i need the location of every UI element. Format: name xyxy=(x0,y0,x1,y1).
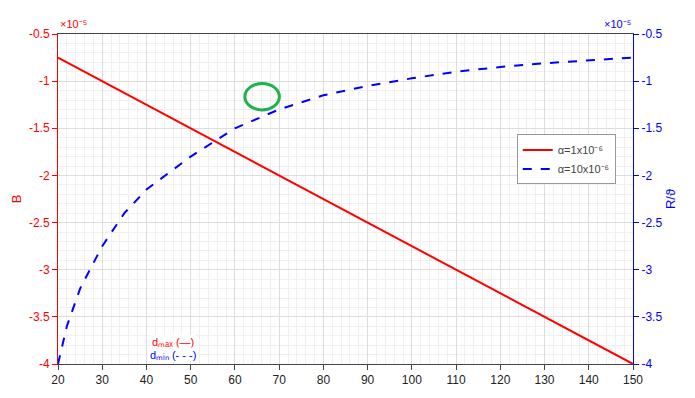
svg-text:40: 40 xyxy=(140,373,154,387)
svg-text:-0.5: -0.5 xyxy=(641,27,662,41)
svg-text:150: 150 xyxy=(623,373,643,387)
svg-text:50: 50 xyxy=(184,373,198,387)
svg-text:-3.5: -3.5 xyxy=(641,310,662,324)
svg-text:140: 140 xyxy=(579,373,599,387)
svg-text:130: 130 xyxy=(535,373,555,387)
svg-text:-3: -3 xyxy=(39,263,50,277)
svg-text:-0.5: -0.5 xyxy=(29,27,50,41)
svg-text:110: 110 xyxy=(447,373,466,387)
svg-text:-3.5: -3.5 xyxy=(29,310,50,324)
svg-text:B: B xyxy=(9,195,24,204)
svg-text:90: 90 xyxy=(361,373,375,387)
svg-text:-2.5: -2.5 xyxy=(29,216,50,230)
svg-text:α=10x10⁻⁶: α=10x10⁻⁶ xyxy=(558,163,609,175)
svg-text:-2.5: -2.5 xyxy=(641,216,662,230)
svg-text:80: 80 xyxy=(317,373,331,387)
svg-text:-4: -4 xyxy=(39,357,50,371)
svg-text:-4: -4 xyxy=(641,357,652,371)
svg-text:-2: -2 xyxy=(39,169,50,183)
svg-text:-3: -3 xyxy=(641,263,652,277)
svg-text:120: 120 xyxy=(490,373,510,387)
svg-text:R/ϑ: R/ϑ xyxy=(663,188,678,209)
svg-text:α=1x10⁻⁶: α=1x10⁻⁶ xyxy=(558,144,603,156)
svg-text:60: 60 xyxy=(228,373,242,387)
svg-text:-1.5: -1.5 xyxy=(29,121,50,135)
svg-text:-1.5: -1.5 xyxy=(641,121,662,135)
svg-text:dₘₐₓ (—): dₘₐₓ (—) xyxy=(152,336,194,348)
svg-text:dₘᵢₙ (- - -): dₘᵢₙ (- - -) xyxy=(150,349,196,361)
svg-text:-2: -2 xyxy=(641,169,652,183)
svg-text:-1: -1 xyxy=(641,74,652,88)
svg-text:100: 100 xyxy=(402,373,422,387)
svg-text:20: 20 xyxy=(51,373,65,387)
svg-text:-1: -1 xyxy=(39,74,50,88)
svg-text:×10⁻⁵: ×10⁻⁵ xyxy=(604,18,631,30)
svg-text:70: 70 xyxy=(272,373,286,387)
svg-text:30: 30 xyxy=(96,373,110,387)
svg-text:×10⁻⁵: ×10⁻⁵ xyxy=(60,18,87,30)
